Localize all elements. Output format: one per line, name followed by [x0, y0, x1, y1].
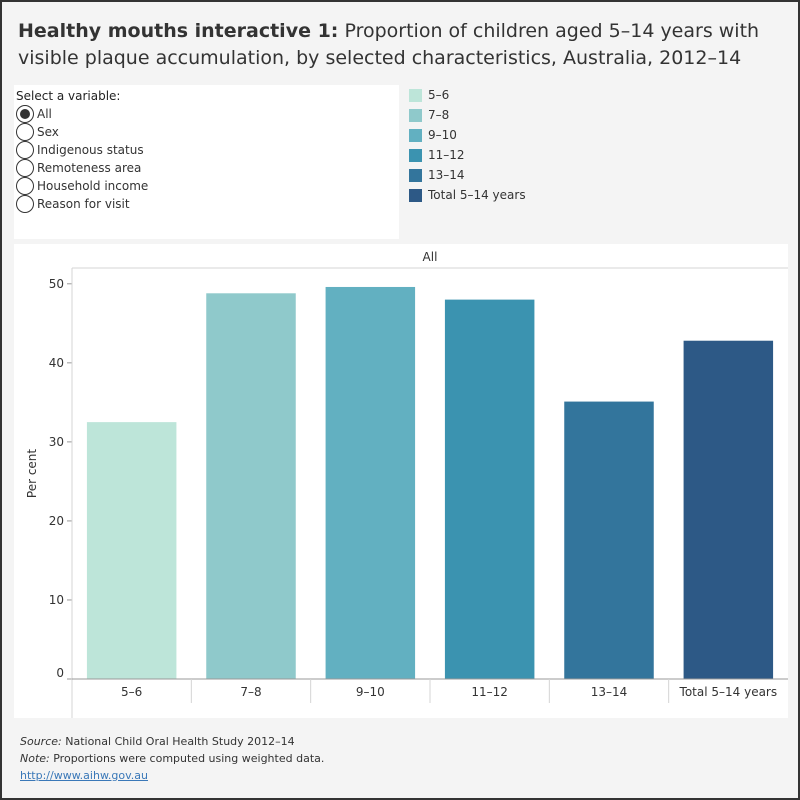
radio-option-household-income[interactable]: Household income: [16, 177, 148, 195]
page-title: Healthy mouths interactive 1: Proportion…: [18, 18, 788, 72]
radio-button-icon[interactable]: [16, 141, 34, 159]
y-axis-label: Per cent: [25, 449, 39, 499]
variable-selector-panel: Select a variable: All Sex Indigenous stat…: [14, 85, 399, 239]
radio-option-reason-for-visit[interactable]: Reason for visit: [16, 195, 130, 213]
radio-option-label: Remoteness area: [37, 161, 142, 175]
legend-swatch: [409, 168, 422, 182]
bar-11-12: [444, 299, 535, 679]
title-rest: Proportion of children aged 5–14 years w…: [18, 20, 760, 69]
note-line: Note: Proportions were computed using we…: [20, 750, 324, 767]
legend-panel: 5–6 7–8 9–10 11–12 13–14 Total 5–14 years: [405, 85, 790, 239]
note-label: Note:: [20, 752, 50, 765]
legend-label: Total 5–14 years: [428, 188, 526, 202]
y-tick-label: 30: [49, 435, 64, 449]
x-tick-label: 13–14: [591, 685, 628, 699]
radio-button-icon[interactable]: [16, 177, 34, 195]
x-tick-label: 5–6: [121, 685, 142, 699]
y-tick-label: 50: [49, 277, 64, 291]
chart-panel: All 0 10 20 30 40 50 Per cent 5–6 7–8 9–10 11–12 13–…: [14, 244, 788, 719]
legend-swatch: [409, 88, 422, 102]
radio-option-label: Household income: [37, 179, 149, 193]
bar-9-10: [325, 286, 416, 679]
legend-label: 9–10: [428, 128, 457, 142]
legend-item: Total 5–14 years: [409, 187, 526, 203]
radio-option-label: All: [37, 107, 52, 121]
legend-label: 7–8: [428, 108, 450, 122]
link-line: http://www.aihw.gov.au: [20, 767, 324, 784]
legend-label: 11–12: [428, 148, 465, 162]
bar-7-8: [206, 293, 296, 679]
y-tick-label: 0: [56, 666, 64, 680]
bar-5-6: [86, 422, 177, 679]
y-tick-label: 40: [49, 356, 64, 370]
legend-swatch: [409, 128, 422, 142]
legend-item: 7–8: [409, 107, 449, 123]
radio-option-indigenous-status[interactable]: Indigenous status: [16, 141, 144, 159]
radio-button-icon[interactable]: [16, 195, 34, 213]
radio-selected-dot-icon: [20, 109, 30, 119]
x-tick-label: 9–10: [356, 685, 385, 699]
bar-chart: All 0 10 20 30 40 50 Per cent 5–6 7–8 9–10 11–12 13–…: [25, 244, 788, 719]
radio-button-icon[interactable]: [16, 105, 34, 123]
note-text: Proportions were computed using weighted…: [49, 752, 325, 765]
y-tick-label: 10: [49, 593, 64, 607]
source-text: National Child Oral Health Study 2012–14: [61, 735, 295, 748]
panel-header-bg: [72, 244, 788, 268]
legend-swatch: [409, 188, 422, 202]
x-tick-label: 7–8: [240, 685, 261, 699]
title-bold: Healthy mouths interactive 1:: [18, 20, 339, 42]
panel-header-label: All: [423, 250, 438, 264]
legend-item: 5–6: [409, 87, 449, 103]
aihw-link[interactable]: http://www.aihw.gov.au: [20, 769, 149, 782]
legend-item: 13–14: [409, 167, 465, 183]
radio-button-icon[interactable]: [16, 159, 34, 177]
variable-selector-label: Select a variable:: [16, 89, 121, 103]
legend-swatch: [409, 108, 422, 122]
bar-13-14: [564, 401, 654, 679]
radio-option-label: Sex: [37, 125, 59, 139]
x-tick-label: 11–12: [471, 685, 508, 699]
legend-label: 13–14: [428, 168, 465, 182]
footer: Source: National Child Oral Health Study…: [20, 733, 324, 784]
legend-label: 5–6: [428, 88, 450, 102]
radio-option-remoteness-area[interactable]: Remoteness area: [16, 159, 141, 177]
legend-item: 9–10: [409, 127, 457, 143]
radio-button-icon[interactable]: [16, 123, 34, 141]
source-label: Source:: [20, 735, 62, 748]
radio-option-all[interactable]: All: [16, 105, 52, 123]
radio-option-sex[interactable]: Sex: [16, 123, 59, 141]
radio-option-label: Indigenous status: [37, 143, 144, 157]
bar-total-5-14-years: [683, 340, 774, 679]
legend-swatch: [409, 148, 422, 162]
y-tick-label: 20: [49, 514, 64, 528]
legend-item: 11–12: [409, 147, 465, 163]
x-tick-label: Total 5–14 years: [679, 685, 778, 699]
radio-option-label: Reason for visit: [37, 197, 130, 211]
source-line: Source: National Child Oral Health Study…: [20, 733, 324, 750]
